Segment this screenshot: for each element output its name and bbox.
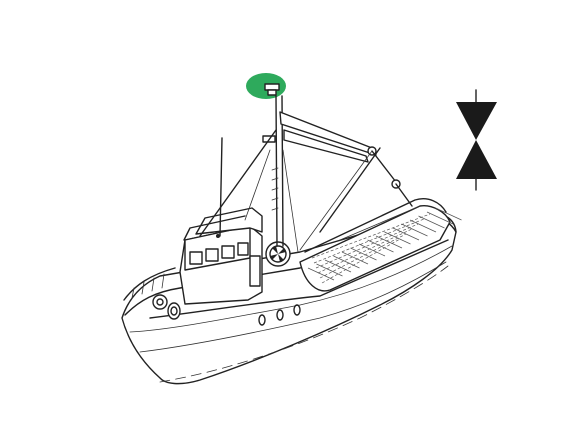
window-1 [189,251,203,265]
whip-antenna [219,137,223,237]
net-hatch-line [319,233,407,279]
net-hatch-line [401,223,428,237]
mast-rigging [199,83,413,253]
stay-fore [199,129,277,237]
stay-aft [319,147,381,233]
net-hatch-line [311,213,431,259]
day-signal-shape [456,89,497,191]
net-hatch-line [307,267,335,281]
net-hatch-line [317,228,413,274]
porthole-1 [258,314,266,326]
net-hatch-line [358,243,386,257]
cone-upper [456,102,497,140]
main-mast [275,95,278,247]
capstan [167,302,181,320]
net-hatch-line [315,223,419,269]
aft-deck-nets [299,198,462,292]
porthole-2 [276,309,284,321]
window-2 [205,248,219,262]
cone-lower [456,140,497,179]
net-hatch-line [409,219,437,233]
wheelhouse [179,137,291,305]
net-hatch-line [435,207,462,221]
window-4 [237,242,249,256]
net-hatch-line [333,255,360,269]
winch-drum [152,294,168,310]
net-hatch-line [418,215,445,229]
net-hatch-line [341,251,369,265]
net-hatch-line [375,235,403,249]
derrick-boom [279,111,377,156]
deckhouse-door [249,255,261,287]
window-3 [221,245,235,259]
net-hatch-line [367,239,394,253]
net-hatch-line [324,259,352,273]
net-hatch-line [350,247,377,261]
net-hatch-line [426,211,454,225]
porthole-3 [293,304,301,316]
masthead-light-fixture [264,83,280,91]
